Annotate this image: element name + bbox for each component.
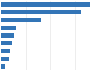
Bar xyxy=(1,41,12,45)
Bar xyxy=(1,33,14,38)
Bar xyxy=(1,49,10,53)
Bar xyxy=(1,57,9,61)
Bar xyxy=(1,2,90,7)
Bar xyxy=(1,64,5,69)
Bar xyxy=(1,10,81,14)
Bar xyxy=(1,26,16,30)
Bar xyxy=(1,18,41,22)
